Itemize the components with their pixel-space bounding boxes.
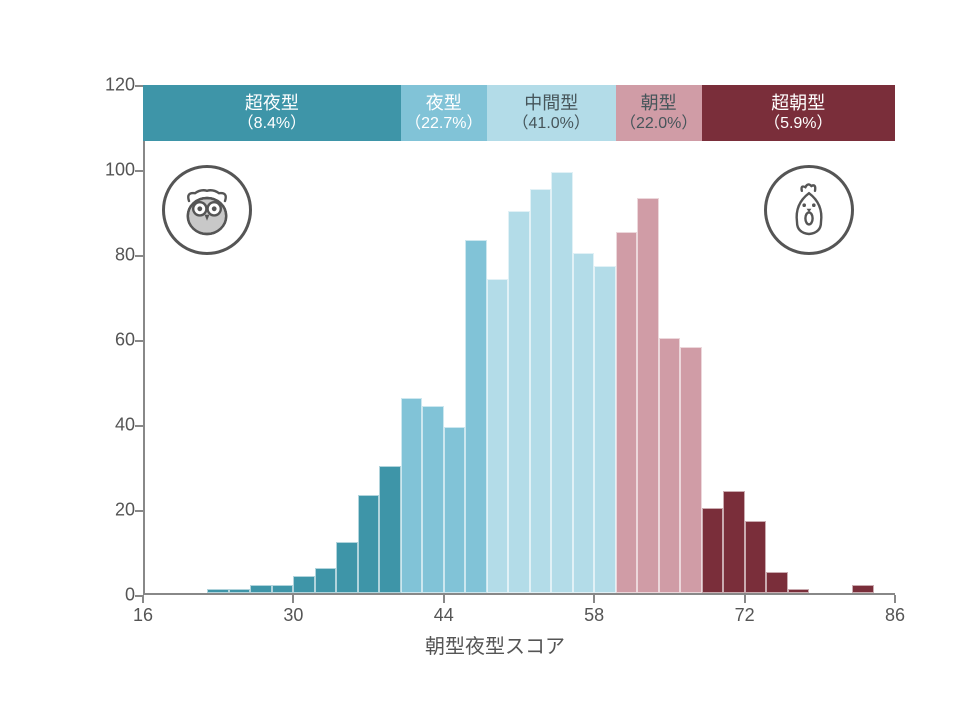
x-tick	[443, 595, 445, 603]
histogram-bar	[508, 211, 529, 594]
histogram-bar	[680, 347, 701, 594]
owl-icon	[162, 165, 252, 255]
x-tick-label: 30	[283, 605, 303, 626]
category-percent: （5.9%）	[702, 114, 895, 134]
y-tick	[135, 255, 143, 257]
x-axis-title: 朝型夜型スコア	[425, 630, 565, 659]
histogram-bar	[465, 240, 486, 593]
category-percent: （22.0%）	[616, 114, 702, 134]
x-tick	[292, 595, 294, 603]
y-tick-label: 80	[115, 245, 135, 266]
histogram-bar	[229, 589, 250, 593]
plot-area	[143, 85, 895, 595]
histogram-bar	[852, 585, 873, 594]
x-tick-label: 58	[584, 605, 604, 626]
y-tick-label: 20	[115, 500, 135, 521]
category-label: 朝型	[616, 92, 702, 115]
x-tick	[744, 595, 746, 603]
y-tick-label: 40	[115, 415, 135, 436]
histogram-bar	[616, 232, 637, 593]
category-band: 超朝型（5.9%）	[702, 85, 895, 141]
x-tick-label: 72	[735, 605, 755, 626]
x-tick-label: 86	[885, 605, 905, 626]
histogram-bar	[336, 542, 357, 593]
histogram-bar	[766, 572, 787, 593]
y-tick	[135, 510, 143, 512]
x-tick	[142, 595, 144, 603]
histogram-bar	[702, 508, 723, 593]
histogram-bar	[207, 589, 228, 593]
y-tick	[135, 170, 143, 172]
histogram-bar	[487, 279, 508, 594]
category-label: 超朝型	[702, 92, 895, 115]
histogram-chart: 朝型夜型スコア 020406080100120163044587286超夜型（8…	[95, 85, 895, 635]
histogram-bar	[788, 589, 809, 593]
x-tick	[894, 595, 896, 603]
category-percent: （22.7%）	[401, 114, 487, 134]
category-band: 朝型（22.0%）	[616, 85, 702, 141]
histogram-bar	[250, 585, 271, 594]
category-band: 中間型（41.0%）	[487, 85, 616, 141]
x-tick	[593, 595, 595, 603]
category-label: 超夜型	[143, 92, 401, 115]
histogram-bar	[315, 568, 336, 594]
y-tick-label: 100	[105, 160, 135, 181]
y-tick	[135, 340, 143, 342]
histogram-bar	[659, 338, 680, 593]
histogram-bar	[379, 466, 400, 594]
category-band: 夜型（22.7%）	[401, 85, 487, 141]
category-band: 超夜型（8.4%）	[143, 85, 401, 141]
histogram-bar	[293, 576, 314, 593]
y-tick	[135, 425, 143, 427]
y-tick-label: 60	[115, 330, 135, 351]
histogram-bar	[594, 266, 615, 593]
category-percent: （8.4%）	[143, 114, 401, 134]
histogram-bar	[358, 495, 379, 593]
histogram-bar	[551, 172, 572, 593]
y-tick	[135, 85, 143, 87]
y-tick-label: 0	[125, 585, 135, 606]
x-tick-label: 44	[434, 605, 454, 626]
category-label: 夜型	[401, 92, 487, 115]
histogram-bar	[401, 398, 422, 594]
histogram-bar	[272, 585, 293, 594]
histogram-bar	[444, 427, 465, 593]
y-tick-label: 120	[105, 75, 135, 96]
x-tick-label: 16	[133, 605, 153, 626]
histogram-bar	[573, 253, 594, 593]
category-percent: （41.0%）	[487, 114, 616, 134]
histogram-bar	[530, 189, 551, 593]
category-label: 中間型	[487, 92, 616, 115]
rooster-icon	[764, 165, 854, 255]
histogram-bar	[745, 521, 766, 593]
histogram-bar	[637, 198, 658, 593]
histogram-bar	[723, 491, 744, 593]
histogram-bar	[422, 406, 443, 593]
